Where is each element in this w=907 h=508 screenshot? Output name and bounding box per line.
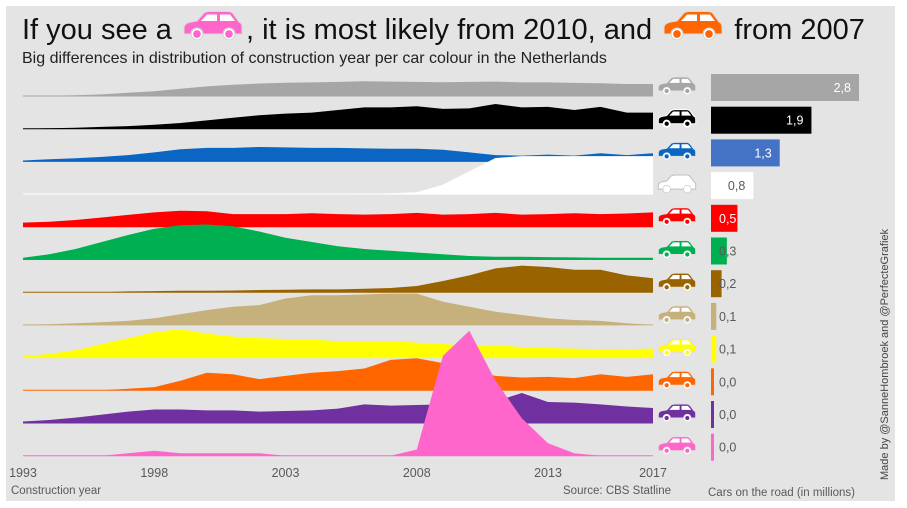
ridge-area-beige xyxy=(23,293,653,325)
bar-blue xyxy=(711,139,780,167)
pink-car-icon-shape xyxy=(183,11,243,41)
car-icon-pink xyxy=(657,436,697,455)
ridge-area-red xyxy=(23,210,653,227)
source-label: Source: CBS Statline xyxy=(563,485,671,497)
car-icon-yellow xyxy=(657,338,697,357)
bar-grey xyxy=(711,74,859,101)
bar-value-label: 0,0 xyxy=(719,375,736,389)
car-icon-beige xyxy=(657,305,697,324)
car-icon-orange xyxy=(657,370,697,390)
bar-pink xyxy=(711,433,714,461)
bar-value-label: 0,0 xyxy=(719,441,736,455)
ridgeline-group xyxy=(23,81,653,457)
ridge-area-orange xyxy=(23,358,653,391)
bar-orange xyxy=(711,368,714,396)
credit-text: Made by @SanneHombroek and @PerfecteGraf… xyxy=(879,228,891,480)
car-icon-brown xyxy=(657,272,697,292)
car-icon-white xyxy=(657,174,697,194)
ridge-area-pink xyxy=(23,330,653,456)
bar-red xyxy=(711,204,738,232)
bar-value-label: 0,1 xyxy=(719,310,736,324)
ridge-area-green xyxy=(23,224,653,260)
bar-white xyxy=(711,172,754,200)
x-tick-label: 1993 xyxy=(9,466,37,480)
car-icon-blue xyxy=(657,141,697,161)
ridge-area-purple xyxy=(23,393,653,423)
bar-value-label: 0,0 xyxy=(719,408,736,422)
chart-subtitle: Big differences in distribution of const… xyxy=(22,50,607,67)
bar-value-label: 0,5 xyxy=(719,212,736,226)
bar-beige xyxy=(711,302,717,330)
ridge-area-brown xyxy=(23,265,653,293)
x-axis-label: Construction year xyxy=(11,485,101,497)
bar-purple xyxy=(711,401,714,428)
ridge-area-grey xyxy=(23,81,653,96)
bar-green xyxy=(711,237,727,265)
x-tick-label: 2013 xyxy=(534,466,562,480)
x-tick-label: 2008 xyxy=(403,466,431,480)
pink-car-icon xyxy=(182,10,244,53)
car-icon-red xyxy=(657,207,697,226)
orange-car-icon-svg xyxy=(663,11,723,41)
chart-title: If you see a , it is most likely from 20… xyxy=(22,10,865,53)
title-part-1: If you see a xyxy=(22,14,172,47)
car-icon-black xyxy=(657,109,697,128)
ridge-area-blue xyxy=(23,147,653,162)
title-part-2: , it is most likely from 2010, and xyxy=(246,14,653,47)
pink-car-icon-svg xyxy=(183,11,243,41)
car-icon-purple xyxy=(657,403,697,423)
ridge-area-yellow xyxy=(23,329,653,358)
bar-value-label: 1,3 xyxy=(754,146,771,160)
car-icon-green xyxy=(657,239,697,259)
bar-black xyxy=(711,106,812,134)
bar-value-label: 2,8 xyxy=(834,81,851,95)
ridge-area-black xyxy=(23,104,653,129)
bar-value-label: 0,2 xyxy=(719,277,736,291)
orange-car-icon-shape xyxy=(663,11,723,41)
bar-value-label: 0,8 xyxy=(728,179,745,193)
bar-brown xyxy=(711,270,722,298)
x-tick-label: 1998 xyxy=(140,466,168,480)
bar-value-label: 0,1 xyxy=(719,343,736,357)
bar-axis-label: Cars on the road (in millions) xyxy=(708,487,855,499)
bar-value-label: 1,9 xyxy=(786,114,803,128)
x-tick-label: 2003 xyxy=(272,466,300,480)
orange-car-icon xyxy=(662,10,724,53)
x-tick-label: 2017 xyxy=(639,466,667,480)
title-part-3: from 2007 xyxy=(734,14,865,47)
x-axis: 1993 1998 2003 2008 2013 2017 Construction yea… xyxy=(9,466,671,497)
cars-on-road-bars: 2,8 1,9 1,3 0,8 0,5 0,3 0,2 0,1 0,1 0,0 0,0 0,0 Cars… xyxy=(708,74,859,499)
bar-value-label: 0,3 xyxy=(719,245,736,259)
bar-yellow xyxy=(711,335,717,363)
car-icon-grey xyxy=(657,76,697,96)
ridge-area-white xyxy=(23,156,653,195)
